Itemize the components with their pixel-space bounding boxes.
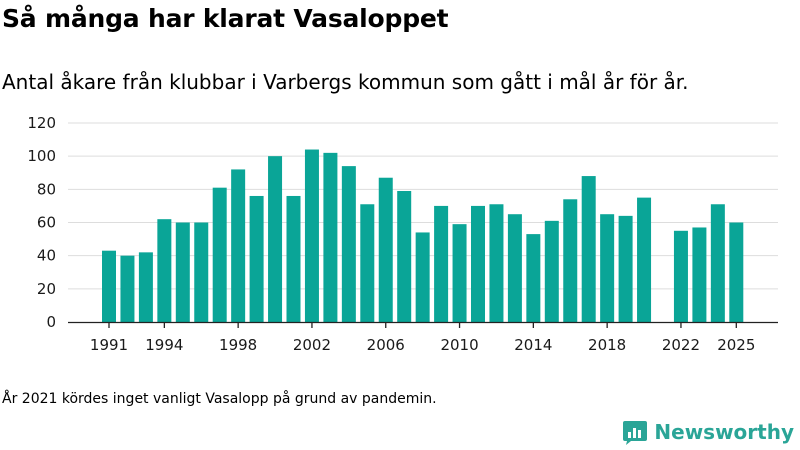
chart-subtitle: Antal åkare från klubbar i Varbergs komm… (2, 70, 689, 94)
bar (637, 197, 652, 322)
y-tick-label: 100 (27, 147, 56, 165)
bar (563, 199, 578, 322)
bar (138, 252, 153, 322)
bars (102, 149, 744, 322)
x-tick-label: 2022 (662, 336, 700, 354)
bar (544, 220, 559, 322)
bar (618, 215, 633, 322)
bar (471, 205, 485, 322)
x-tick-label: 2018 (588, 336, 626, 354)
y-tick-label: 60 (37, 214, 56, 232)
x-tick-label: 1994 (145, 336, 183, 354)
bar (304, 149, 319, 322)
y-axis-labels: 0 20 40 60 80 100 120 (27, 114, 56, 331)
x-tick-label: 2014 (514, 336, 552, 354)
y-tick-label: 0 (46, 313, 56, 331)
x-tick-label: 1991 (90, 336, 128, 354)
bar (600, 214, 615, 322)
bar (489, 204, 504, 322)
x-tick-label: 2025 (717, 336, 755, 354)
newsworthy-bar-chart-logo-icon (623, 421, 648, 445)
bar (673, 230, 688, 322)
bar (231, 169, 246, 322)
bar (268, 156, 283, 322)
bar (120, 255, 135, 322)
bar (397, 190, 412, 322)
x-axis-labels: 1991 1994 1998 2002 2006 2010 2014 2018 2022 2025 (90, 336, 755, 354)
bar (434, 205, 449, 322)
bar (102, 250, 116, 322)
bar (378, 177, 393, 322)
bar (526, 234, 541, 322)
bar (452, 224, 467, 322)
bar (249, 195, 264, 322)
bar (729, 222, 744, 322)
bar (581, 176, 596, 322)
x-tick-label: 1998 (219, 336, 257, 354)
brand-logo[interactable]: Newsworthy (622, 419, 794, 445)
bar-chart: 0 20 40 60 80 100 120 1991 1994 1998 2002 2006 2010… (27, 114, 778, 354)
bar (360, 204, 375, 322)
x-axis (68, 321, 778, 328)
bar (157, 219, 172, 322)
bar (507, 214, 522, 322)
y-tick-label: 40 (37, 247, 56, 265)
bar (710, 204, 725, 322)
bar (212, 187, 227, 322)
y-tick-label: 20 (37, 280, 56, 298)
bar (323, 152, 338, 322)
bar (692, 227, 707, 322)
brand-name: Newsworthy (654, 420, 794, 444)
x-tick-label: 2002 (293, 336, 331, 354)
chart-title: Så många har klarat Vasaloppet (2, 4, 449, 33)
bar (415, 232, 430, 322)
y-tick-label: 120 (27, 114, 56, 132)
bar (341, 166, 356, 322)
bar (175, 222, 190, 322)
x-tick-label: 2010 (440, 336, 478, 354)
bar (286, 195, 301, 322)
footnote: År 2021 kördes inget vanligt Vasalopp på… (2, 391, 437, 407)
x-tick-label: 2006 (367, 336, 405, 354)
y-tick-label: 80 (37, 180, 56, 198)
bar (194, 222, 209, 322)
